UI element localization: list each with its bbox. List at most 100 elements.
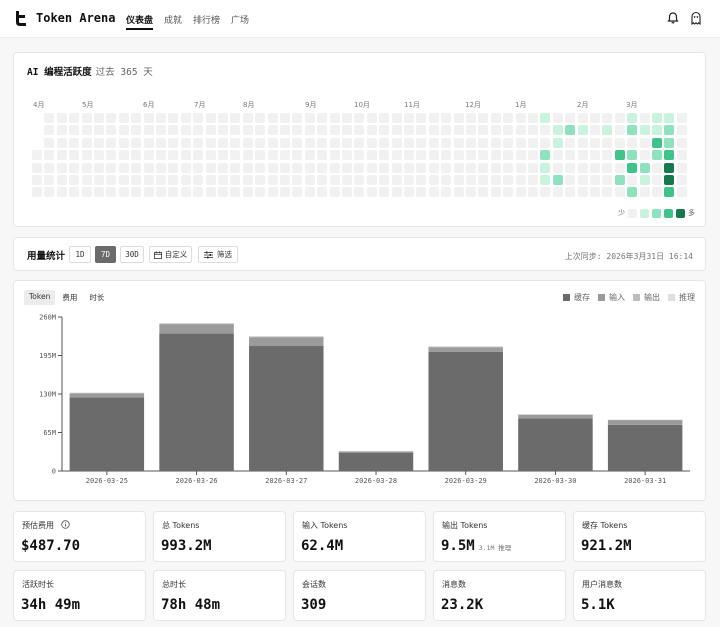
heatmap-cell[interactable] (143, 187, 154, 198)
heatmap-cell[interactable] (156, 113, 166, 123)
heatmap-cell[interactable] (453, 137, 464, 148)
range-1d-button[interactable]: 1D (69, 246, 91, 263)
heatmap-cell[interactable] (329, 113, 340, 123)
heatmap-cell[interactable] (478, 162, 489, 173)
heatmap-cell[interactable] (69, 162, 80, 173)
heatmap-cell[interactable] (156, 137, 166, 148)
heatmap-cell[interactable] (193, 125, 204, 136)
heatmap-cell[interactable] (490, 162, 501, 173)
heatmap-cell[interactable] (614, 187, 625, 198)
heatmap-cell[interactable] (168, 187, 179, 198)
heatmap-cell[interactable] (515, 175, 526, 185)
heatmap-cell[interactable] (81, 175, 92, 185)
heatmap-cell[interactable] (180, 175, 191, 185)
heatmap-cell[interactable] (205, 137, 216, 148)
heatmap-cell[interactable] (565, 187, 576, 198)
tab-duration[interactable]: 时长 (89, 293, 105, 302)
heatmap-cell[interactable] (143, 175, 154, 185)
heatmap-cell[interactable] (391, 125, 402, 136)
bar-segment-输入[interactable] (159, 324, 234, 334)
tab-cost[interactable]: 费用 (62, 293, 78, 302)
heatmap-cell[interactable] (218, 113, 228, 123)
heatmap-cell[interactable] (540, 125, 551, 136)
heatmap-cell[interactable] (478, 150, 489, 161)
heatmap-cell[interactable] (242, 162, 253, 173)
heatmap-cell[interactable] (280, 187, 290, 198)
heatmap-cell[interactable] (652, 113, 662, 123)
heatmap-cell[interactable] (230, 137, 241, 148)
heatmap-cell[interactable] (193, 162, 204, 173)
heatmap-cell[interactable] (404, 162, 414, 173)
heatmap-cell[interactable] (342, 175, 352, 185)
heatmap-cell[interactable] (94, 125, 104, 136)
heatmap-cell[interactable] (329, 162, 340, 173)
heatmap-cell[interactable] (106, 175, 117, 185)
heatmap-cell[interactable] (304, 137, 315, 148)
heatmap-cell[interactable] (267, 113, 278, 123)
heatmap-cell[interactable] (193, 150, 204, 161)
heatmap-cell[interactable] (639, 187, 650, 198)
heatmap-cell[interactable] (56, 150, 67, 161)
heatmap-cell[interactable] (428, 150, 439, 161)
heatmap-cell[interactable] (156, 175, 166, 185)
heatmap-cell[interactable] (639, 113, 650, 123)
heatmap-cell[interactable] (664, 187, 675, 198)
heatmap-cell[interactable] (627, 150, 638, 161)
heatmap-cell[interactable] (267, 175, 278, 185)
heatmap-cell[interactable] (490, 125, 501, 136)
bar-segment-输出[interactable] (249, 336, 324, 338)
heatmap-cell[interactable] (230, 125, 241, 136)
heatmap-cell[interactable] (342, 125, 352, 136)
heatmap-cell[interactable] (255, 137, 266, 148)
bar-segment-缓存[interactable] (249, 346, 324, 471)
heatmap-cell[interactable] (280, 162, 290, 173)
heatmap-cell[interactable] (391, 162, 402, 173)
heatmap-cell[interactable] (81, 187, 92, 198)
heatmap-cell[interactable] (94, 162, 104, 173)
heatmap-cell[interactable] (478, 187, 489, 198)
heatmap-cell[interactable] (577, 162, 588, 173)
heatmap-cell[interactable] (577, 137, 588, 148)
bar-segment-输入[interactable] (69, 393, 145, 398)
heatmap-cell[interactable] (118, 187, 129, 198)
heatmap-cell[interactable] (255, 162, 266, 173)
legend-item[interactable]: 推理 (668, 292, 695, 303)
heatmap-cell[interactable] (44, 162, 55, 173)
heatmap-cell[interactable] (131, 162, 142, 173)
heatmap-cell[interactable] (552, 125, 563, 136)
legend-item[interactable]: 输出 (633, 292, 660, 303)
heatmap-cell[interactable] (565, 150, 576, 161)
heatmap-cell[interactable] (69, 175, 80, 185)
heatmap-cell[interactable] (404, 150, 414, 161)
heatmap-cell[interactable] (56, 125, 67, 136)
heatmap-cell[interactable] (255, 187, 266, 198)
heatmap-cell[interactable] (280, 113, 290, 123)
heatmap-cell[interactable] (94, 187, 104, 198)
heatmap-cell[interactable] (180, 187, 191, 198)
heatmap-cell[interactable] (106, 187, 117, 198)
heatmap-cell[interactable] (168, 137, 179, 148)
heatmap-cell[interactable] (602, 162, 613, 173)
heatmap-cell[interactable] (156, 150, 166, 161)
heatmap-cell[interactable] (292, 125, 303, 136)
heatmap-cell[interactable] (329, 137, 340, 148)
heatmap-cell[interactable] (168, 113, 179, 123)
heatmap-cell[interactable] (366, 187, 377, 198)
heatmap-cell[interactable] (193, 137, 204, 148)
heatmap-cell[interactable] (416, 125, 427, 136)
heatmap-cell[interactable] (292, 137, 303, 148)
heatmap-cell[interactable] (590, 187, 600, 198)
heatmap-cell[interactable] (280, 137, 290, 148)
heatmap-cell[interactable] (81, 137, 92, 148)
heatmap-cell[interactable] (404, 125, 414, 136)
heatmap-cell[interactable] (490, 150, 501, 161)
bar-segment-输出[interactable] (428, 346, 503, 348)
heatmap-cell[interactable] (676, 113, 687, 123)
heatmap-cell[interactable] (503, 162, 514, 173)
heatmap-cell[interactable] (317, 137, 328, 148)
heatmap-cell[interactable] (664, 150, 675, 161)
heatmap-cell[interactable] (342, 187, 352, 198)
heatmap-cell[interactable] (441, 187, 452, 198)
heatmap-cell[interactable] (676, 150, 687, 161)
heatmap-cell[interactable] (44, 113, 55, 123)
